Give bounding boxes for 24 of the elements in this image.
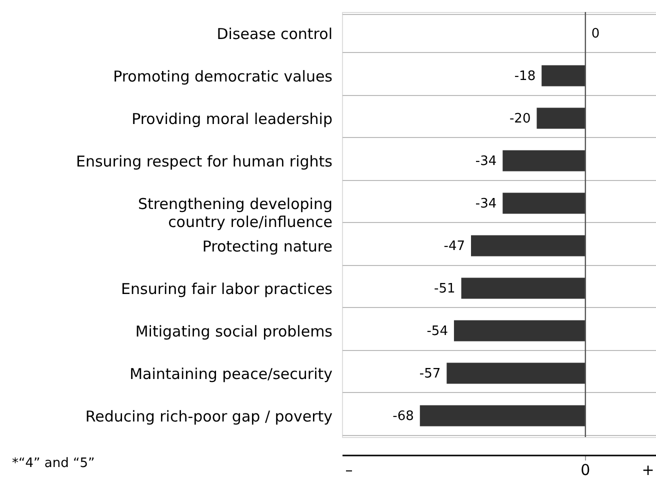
y-tick-label: Reducing rich-poor gap / poverty	[85, 407, 333, 426]
data-label: -51	[434, 281, 456, 296]
data-label: -34	[475, 154, 497, 169]
text: *“4” and “5”	[12, 456, 95, 471]
y-tick-label: Strengthening developing country role/influence	[138, 194, 332, 231]
y-tick-label: Disease control	[216, 24, 332, 43]
data-label: 0	[591, 26, 600, 42]
text: –	[345, 461, 353, 479]
y-tick-label: Protecting nature	[202, 237, 332, 256]
data-label: -20	[509, 111, 531, 126]
text: +	[642, 461, 654, 479]
y-tick-label: Providing moral leadership	[132, 110, 332, 128]
data-label: -54	[426, 324, 448, 339]
y-tick-label: Ensuring fair labor practices	[121, 280, 333, 298]
data-label: -57	[419, 366, 441, 382]
y-tick-label: Mitigating social problems	[135, 322, 333, 340]
y-tick-label: Ensuring respect for human rights	[76, 152, 333, 170]
data-label: -47	[444, 238, 466, 254]
data-label: -18	[514, 68, 536, 84]
data-label: -34	[475, 196, 497, 212]
data-label: -68	[392, 408, 414, 424]
y-tick-label: Maintaining peace/security	[130, 364, 333, 383]
y-tick-label: Promoting democratic values	[113, 67, 333, 86]
annotation: 0	[580, 461, 590, 479]
